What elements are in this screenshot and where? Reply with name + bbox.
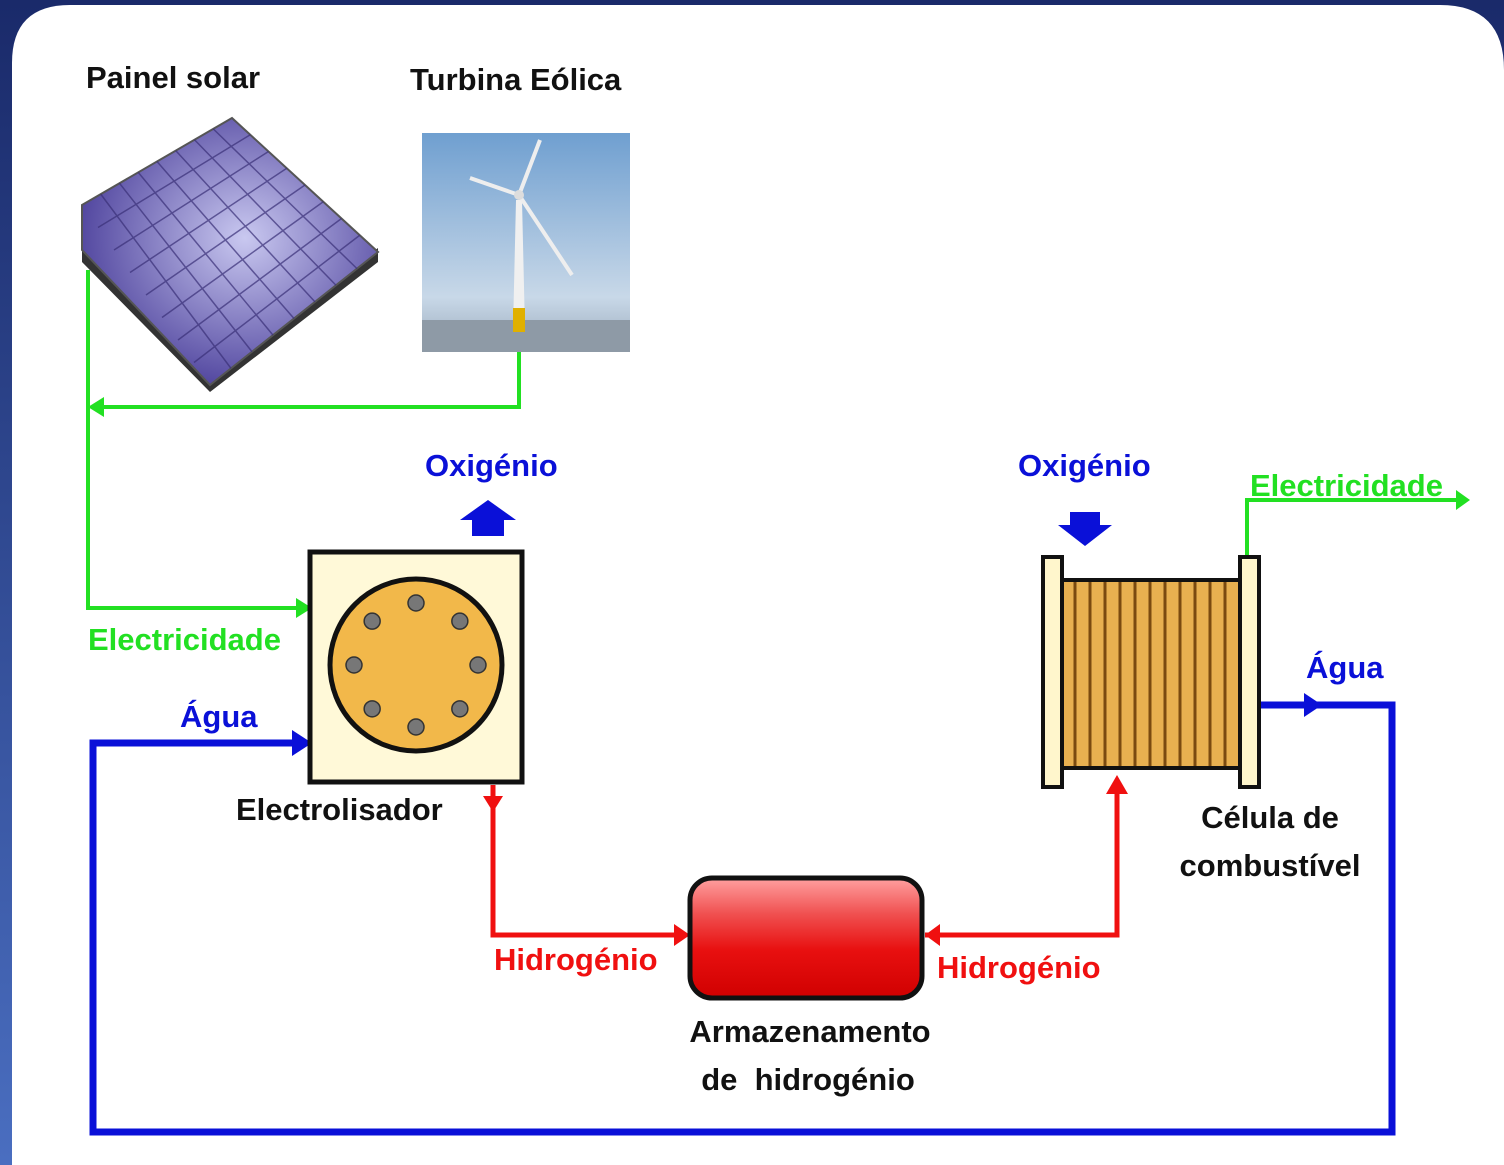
- label: Painel solar: [86, 60, 260, 95]
- label: Célula de: [1201, 800, 1339, 835]
- bolt: [470, 657, 486, 673]
- label: Água: [1306, 650, 1384, 685]
- bolt: [364, 701, 380, 717]
- fuel-cell: [1043, 557, 1259, 787]
- label: Oxigénio: [425, 448, 558, 483]
- diagram: Painel solar Turbina Eólica Oxigénio Oxi…: [0, 0, 1504, 1165]
- bolt: [408, 595, 424, 611]
- label: Electricidade: [88, 622, 281, 657]
- label: Armazenamento: [689, 1014, 930, 1049]
- label: Oxigénio: [1018, 448, 1151, 483]
- hydrogen-tank: [690, 878, 922, 998]
- bolt: [364, 613, 380, 629]
- label: Turbina Eólica: [410, 62, 622, 97]
- bolt: [452, 701, 468, 717]
- bolt: [408, 719, 424, 735]
- label: Hidrogénio: [937, 950, 1101, 985]
- label: Electricidade: [1250, 468, 1443, 503]
- wind-turbine: [422, 133, 630, 352]
- label: Electrolisador: [236, 792, 443, 827]
- electrolyser: [310, 552, 522, 782]
- label: Hidrogénio: [494, 942, 658, 977]
- label: combustível: [1180, 848, 1361, 883]
- label: Água: [180, 699, 258, 734]
- bolt: [346, 657, 362, 673]
- label: de hidrogénio: [701, 1062, 915, 1097]
- bolt: [452, 613, 468, 629]
